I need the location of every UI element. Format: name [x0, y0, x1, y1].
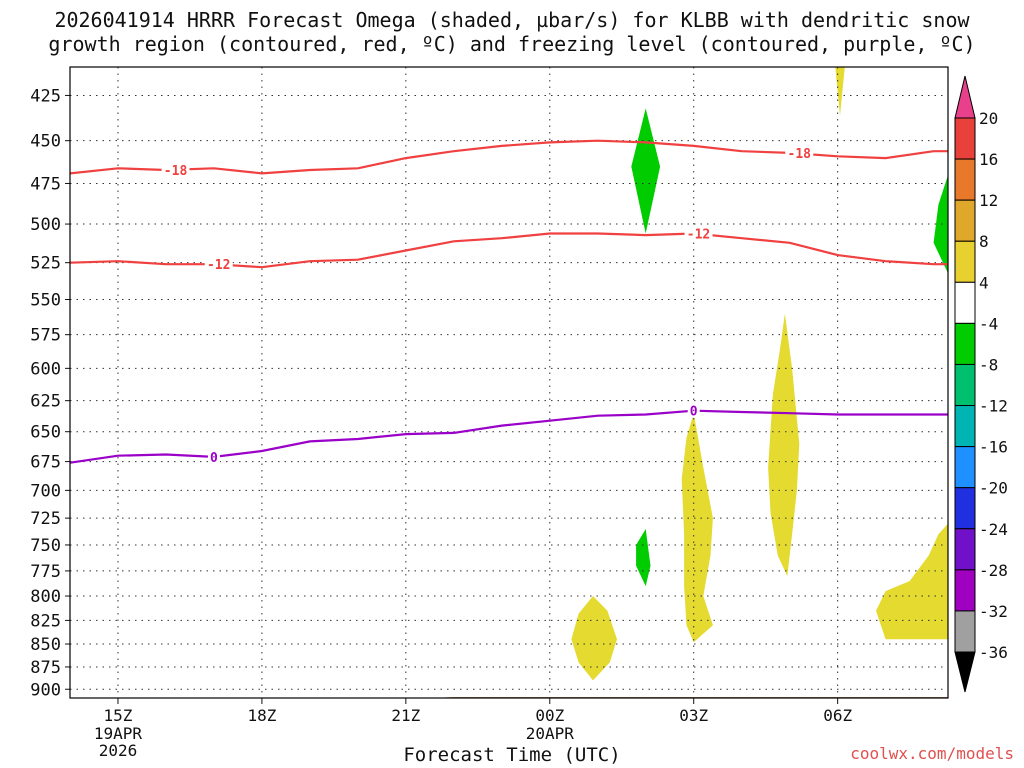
- contour-line-0: [70, 409, 948, 464]
- colorbar-box-12: [954, 610, 976, 653]
- colorbar-box-0: [954, 117, 976, 160]
- plot-frame: [69, 66, 949, 699]
- omega-shade-6: [768, 313, 800, 576]
- colorbar-label--24: -24: [979, 520, 1008, 539]
- omega-shade-5: [681, 413, 713, 643]
- contour-line--12: [70, 232, 948, 269]
- colorbar-box-7: [954, 405, 976, 448]
- credit-link[interactable]: coolwx.com/models: [850, 744, 1014, 763]
- x-tick-sublabel-19APR: 19APR: [94, 724, 143, 743]
- x-tick-sublabel-2026: 2026: [99, 741, 138, 760]
- x-axis-title: Forecast Time (UTC): [403, 744, 621, 766]
- colorbar-label--20: -20: [979, 479, 1008, 498]
- omega-shade-4: [571, 596, 617, 681]
- colorbar-box-5: [954, 322, 976, 365]
- y-tick-label-725: 725: [30, 509, 61, 529]
- colorbar-label-16: 16: [979, 150, 998, 169]
- colorbar-label-12: 12: [979, 191, 998, 210]
- y-tick-label-850: 850: [30, 635, 61, 655]
- y-tick-label-475: 475: [30, 174, 61, 194]
- x-tick-sublabel-20APR: 20APR: [526, 724, 575, 743]
- contour-label--18-0: -18: [164, 164, 188, 179]
- colorbar-box-11: [954, 569, 976, 612]
- y-tick-label-650: 650: [30, 423, 61, 443]
- colorbar-box-6: [954, 363, 976, 407]
- colorbar-box-4: [954, 281, 976, 324]
- colorbar-label--36: -36: [979, 643, 1008, 662]
- colorbar-box-8: [954, 446, 976, 489]
- contour-label-bg--18-0: [161, 162, 190, 178]
- x-tick-label-18Z: 18Z: [247, 706, 276, 725]
- y-tick-label-425: 425: [30, 86, 61, 106]
- y-tick-label-450: 450: [30, 132, 61, 152]
- y-tick-label-625: 625: [30, 392, 61, 412]
- omega-shade-3: [835, 67, 845, 116]
- y-tick-label-550: 550: [30, 290, 61, 310]
- x-tick-label-06Z: 06Z: [823, 706, 852, 725]
- omega-shade-7: [876, 523, 948, 640]
- y-tick-label-875: 875: [30, 658, 61, 678]
- contour-label-bg--18-1: [785, 144, 814, 160]
- y-tick-label-500: 500: [30, 215, 61, 235]
- y-tick-label-825: 825: [30, 611, 61, 631]
- colorbar-box-1: [954, 158, 976, 201]
- contour-label-0-1: 0: [690, 405, 698, 420]
- chart-title-line1: 2026041914 HRRR Forecast Omega (shaded, …: [54, 8, 970, 32]
- chart-title: 2026041914 HRRR Forecast Omega (shaded, …: [0, 8, 1024, 56]
- x-tick-label-21Z: 21Z: [391, 706, 420, 725]
- colorbar-box-9: [954, 487, 976, 530]
- y-tick-label-700: 700: [30, 481, 61, 501]
- colorbar-label-20: 20: [979, 109, 998, 128]
- contour-label-bg--12-0: [204, 256, 233, 272]
- omega-shade-0: [631, 108, 661, 234]
- omega-shade-1: [933, 175, 948, 274]
- y-tick-label-575: 575: [30, 326, 61, 346]
- contour-label-bg-0-0: [207, 448, 220, 464]
- y-tick-label-525: 525: [30, 254, 61, 274]
- x-tick-label-15Z: 15Z: [104, 706, 133, 725]
- y-tick-label-675: 675: [30, 453, 61, 473]
- colorbar-label-8: 8: [979, 232, 989, 251]
- y-tick-label-900: 900: [30, 680, 61, 700]
- omega-shade-2: [636, 529, 651, 587]
- contour-line--18: [70, 139, 948, 175]
- contour-label-bg-0-1: [687, 402, 700, 418]
- y-tick-label-775: 775: [30, 562, 61, 582]
- y-tick-label-600: 600: [30, 359, 61, 379]
- contour-label--12-1: -12: [687, 228, 710, 243]
- contour-label-bg--12-1: [684, 225, 713, 241]
- contour-label-0-0: 0: [210, 451, 218, 466]
- colorbar-label--4: -4: [979, 314, 998, 333]
- colorbar-box-3: [954, 240, 976, 283]
- colorbar-box-2: [954, 199, 976, 242]
- contour-label--18-1: -18: [788, 147, 812, 162]
- chart-title-line2: growth region (contoured, red, ºC) and f…: [48, 32, 976, 56]
- colorbar-box-10: [954, 528, 976, 571]
- colorbar-label--8: -8: [979, 355, 998, 374]
- y-tick-label-800: 800: [30, 587, 61, 607]
- colorbar-bottom-cap: [954, 651, 976, 693]
- colorbar-label--28: -28: [979, 561, 1008, 580]
- colorbar-label--16: -16: [979, 438, 1008, 457]
- y-tick-label-750: 750: [30, 536, 61, 556]
- contour-label--12-0: -12: [207, 258, 230, 273]
- colorbar-label--32: -32: [979, 602, 1008, 621]
- x-tick-label-00Z: 00Z: [535, 706, 564, 725]
- colorbar-label-4: 4: [979, 273, 989, 292]
- colorbar-top-cap: [954, 75, 976, 119]
- colorbar-label--12: -12: [979, 397, 1008, 416]
- x-tick-label-03Z: 03Z: [679, 706, 708, 725]
